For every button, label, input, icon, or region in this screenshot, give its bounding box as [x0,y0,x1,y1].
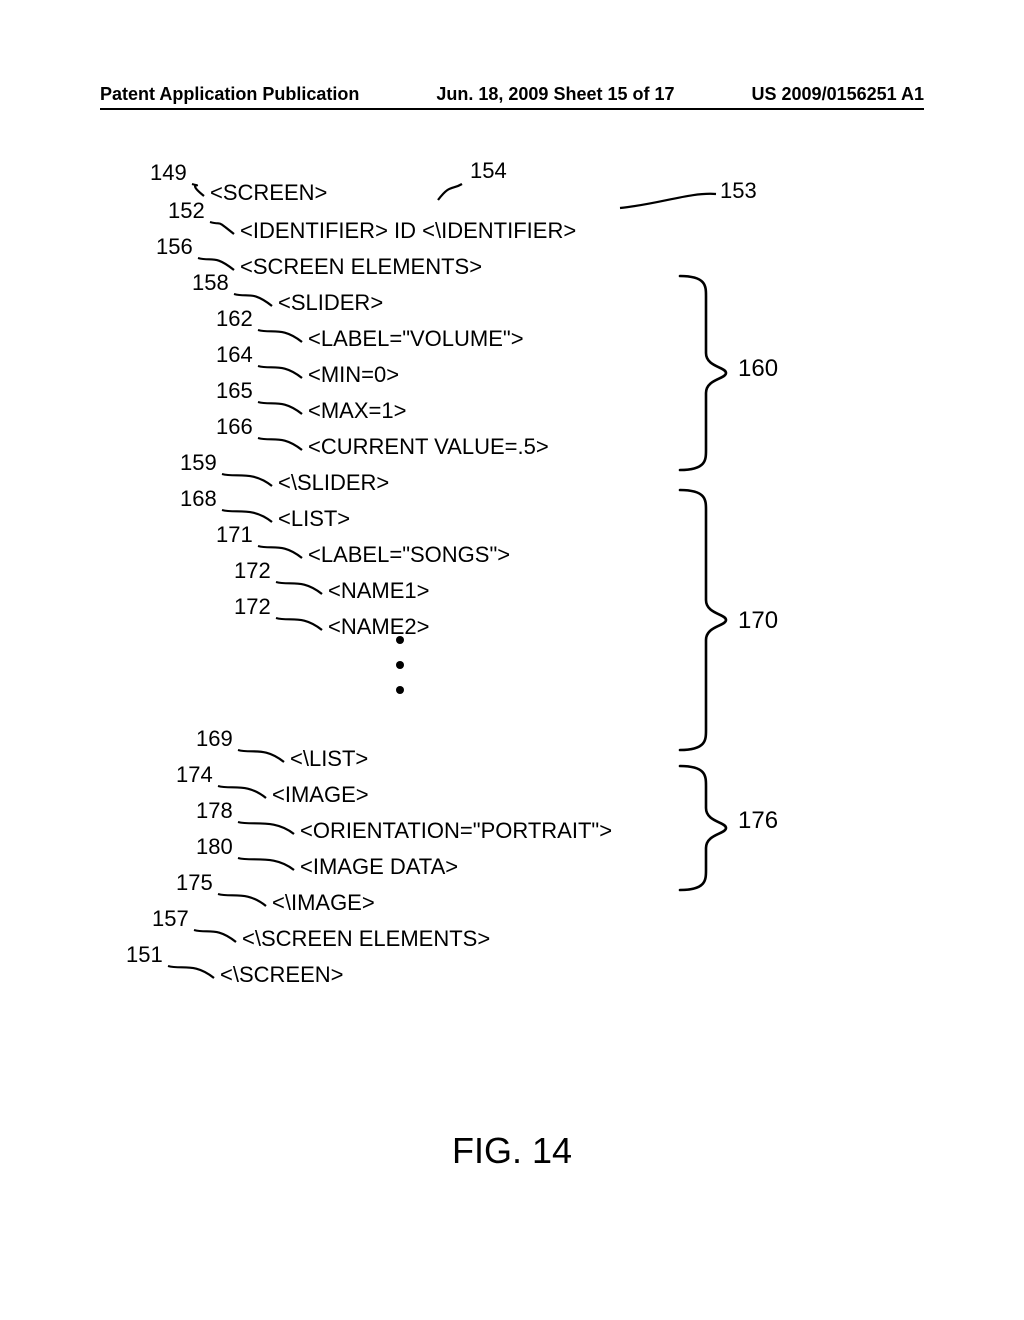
leader-curve [218,786,266,798]
ref-number: 149 [150,160,187,185]
xml-tag: <ORIENTATION="PORTRAIT"> [300,818,612,843]
xml-tag: <LIST> [278,506,350,531]
xml-tag: <\IMAGE> [272,890,375,915]
xml-tag: <IDENTIFIER> ID <\IDENTIFIER> [240,218,576,243]
xml-tag: <LABEL="VOLUME"> [308,326,524,351]
ref-number: 162 [216,306,253,331]
leader-curve [192,184,204,196]
xml-tag: <IMAGE DATA> [300,854,458,879]
leader-curve [218,894,266,906]
brace [680,766,726,890]
figure-label: FIG. 14 [0,1130,1024,1172]
leader-curve [620,194,716,208]
xml-tag: <\SCREEN ELEMENTS> [242,926,490,951]
leader-curve [258,366,302,378]
leader-curve [194,930,236,942]
leader-curve [438,184,462,200]
ref-number: 171 [216,522,253,547]
xml-tag: <IMAGE> [272,782,369,807]
ref-number: 180 [196,834,233,859]
leader-curve [238,858,294,870]
brace [680,490,726,750]
leader-curve [222,474,272,486]
ellipsis-dot [396,636,404,644]
brace [680,276,726,470]
ref-number: 174 [176,762,213,787]
ref-number: 165 [216,378,253,403]
ref-number: 178 [196,798,233,823]
ref-number: 166 [216,414,253,439]
xml-tag: <NAME1> [328,578,430,603]
ref-number: 175 [176,870,213,895]
leader-curve [198,258,234,270]
figure-svg: 149 <SCREEN>152 <IDENTIFIER> ID <\IDENTIFI… [0,150,1024,1100]
brace-label: 176 [738,807,778,834]
header-center: Jun. 18, 2009 Sheet 15 of 17 [436,84,674,105]
leader-curve [222,510,272,522]
ref-number: 172 [234,594,271,619]
leader-curve [238,822,294,834]
header-left: Patent Application Publication [100,84,359,105]
xml-tag: <SCREEN> [210,180,327,205]
header-rule [100,108,924,110]
xml-tag: <\SLIDER> [278,470,389,495]
xml-tag: <CURRENT VALUE=.5> [308,434,549,459]
ref-number: 164 [216,342,253,367]
ref-number: 156 [156,234,193,259]
figure-area: 149 <SCREEN>152 <IDENTIFIER> ID <\IDENTIFI… [0,150,1024,1100]
leader-curve [210,222,234,234]
ref-number: 159 [180,450,217,475]
ref-number: 158 [192,270,229,295]
xml-tag: <SCREEN ELEMENTS> [240,254,482,279]
leader-curve [168,966,214,978]
leader-curve [276,582,322,594]
header-right: US 2009/0156251 A1 [752,84,924,105]
ref-number: 168 [180,486,217,511]
leader-curve [258,438,302,450]
xml-tag: <\LIST> [290,746,368,771]
leader-curve [238,750,284,762]
ref-number: 152 [168,198,205,223]
ref-number: 153 [720,178,757,203]
leader-curve [258,402,302,414]
xml-tag: <SLIDER> [278,290,383,315]
leader-curve [258,546,302,558]
brace-label: 170 [738,607,778,634]
ref-number: 169 [196,726,233,751]
xml-tag: <\SCREEN> [220,962,344,987]
xml-tag: <MAX=1> [308,398,406,423]
xml-tag: <NAME2> [328,614,430,639]
ref-number: 151 [126,942,163,967]
ref-number: 157 [152,906,189,931]
xml-tag: <LABEL="SONGS"> [308,542,510,567]
xml-tag: <MIN=0> [308,362,399,387]
page-header: Patent Application Publication Jun. 18, … [0,84,1024,105]
ellipsis-dot [396,686,404,694]
leader-curve [276,618,322,630]
page: Patent Application Publication Jun. 18, … [0,0,1024,1320]
ellipsis-dot [396,661,404,669]
ref-number: 172 [234,558,271,583]
ref-number: 154 [470,158,507,183]
leader-curve [234,294,272,306]
leader-curve [258,330,302,342]
brace-label: 160 [738,355,778,382]
